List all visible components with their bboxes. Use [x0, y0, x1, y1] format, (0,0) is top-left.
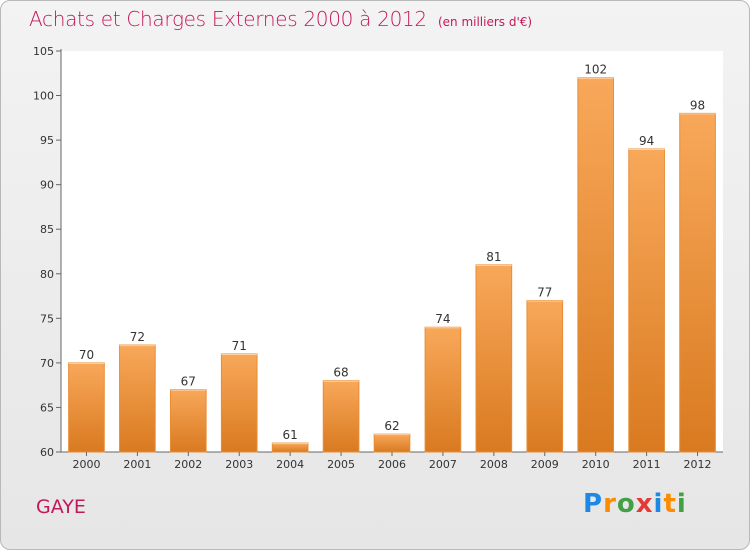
title-text: Achats et Charges Externes 2000 à 2012	[29, 7, 427, 31]
bar	[628, 148, 665, 453]
title-unit: (en milliers d'€)	[437, 15, 533, 29]
logo-letter: x	[635, 489, 654, 519]
bar-value-label: 98	[690, 98, 705, 112]
y-tick-label: 70	[40, 357, 54, 370]
bar	[577, 77, 615, 453]
x-tick-label: 2007	[429, 458, 457, 471]
y-tick-label: 85	[40, 223, 54, 236]
bar	[679, 112, 716, 453]
bar	[322, 380, 360, 453]
x-tick-label: 2001	[123, 458, 151, 471]
y-tick-label: 90	[40, 179, 54, 192]
logo-letter: P	[583, 489, 604, 519]
bar-value-label: 62	[384, 419, 399, 433]
x-tick-label: 2005	[327, 458, 355, 471]
x-tick-label: 2004	[276, 458, 304, 471]
x-tick-label: 2008	[480, 458, 508, 471]
y-tick-label: 95	[40, 134, 54, 147]
bar-value-label: 61	[283, 428, 298, 442]
y-tick-label: 75	[40, 312, 54, 325]
logo-letter: i	[653, 489, 664, 519]
proxiti-logo[interactable]: Proxiti	[583, 489, 687, 519]
bar-value-label: 70	[79, 348, 94, 362]
bar	[68, 362, 105, 453]
bar-value-label: 102	[584, 63, 607, 77]
x-tick-label: 2011	[633, 458, 661, 471]
bar	[373, 433, 411, 453]
y-tick-label: 105	[33, 45, 54, 58]
y-tick-label: 65	[40, 401, 54, 414]
bar-value-label: 77	[537, 286, 552, 300]
x-tick-label: 2012	[684, 458, 712, 471]
bar	[475, 264, 513, 453]
bar	[220, 353, 258, 453]
y-tick-label: 80	[40, 268, 54, 281]
chart-title: Achats et Charges Externes 2000 à 2012 (…	[29, 7, 532, 31]
bar-value-label: 81	[486, 250, 501, 264]
x-tick-label: 2003	[225, 458, 253, 471]
bar	[169, 389, 207, 453]
bar-value-label: 68	[333, 366, 348, 380]
y-tick-label: 100	[33, 90, 54, 103]
x-tick-label: 2009	[531, 458, 559, 471]
bar	[271, 442, 309, 453]
bar-value-label: 74	[435, 312, 450, 326]
bar	[424, 326, 462, 453]
bar-value-label: 72	[130, 330, 145, 344]
x-tick-label: 2010	[582, 458, 610, 471]
x-tick-label: 2000	[72, 458, 100, 471]
logo-letter: o	[616, 489, 636, 519]
plot-area	[61, 51, 723, 452]
bar-value-label: 67	[181, 375, 196, 389]
y-tick-label: 60	[40, 446, 54, 459]
bar	[526, 300, 564, 453]
x-tick-label: 2006	[378, 458, 406, 471]
bar	[119, 344, 156, 453]
logo-letter: r	[603, 489, 617, 519]
bar-value-label: 94	[639, 134, 654, 148]
commune-name: GAYE	[36, 496, 86, 518]
x-tick-label: 2002	[174, 458, 202, 471]
bar-value-label: 71	[232, 339, 247, 353]
logo-letter: i	[676, 489, 687, 519]
logo-letter: t	[663, 489, 677, 519]
